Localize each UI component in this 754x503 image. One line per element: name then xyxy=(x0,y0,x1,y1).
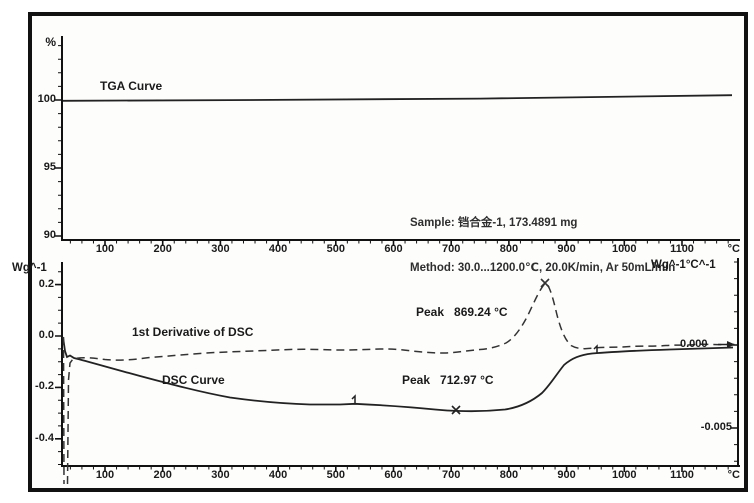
derivative-curve-line xyxy=(62,282,736,485)
top-y-tick-label: 90 xyxy=(43,229,56,241)
zero-arrow-head xyxy=(727,341,735,348)
bottom-x-tick-label: 900 xyxy=(557,469,576,481)
right-axis-zero-label: 0.000 xyxy=(680,338,708,350)
bottom-x-tick-label: 1000 xyxy=(612,469,637,481)
top-x-tick-label: 100 xyxy=(95,243,115,255)
top-x-tick-label: 1000 xyxy=(612,243,637,255)
derivative-curve-label: 1st Derivative of DSC xyxy=(132,325,254,339)
top-x-tick-label: 300 xyxy=(211,243,230,255)
peak-dsc-annotation: Peak 712.97 °C xyxy=(402,373,494,387)
bottom-x-axis-unit: °C xyxy=(727,469,740,481)
sample-method-block: Sample: 铛合金-1, 173.4891 mg Method: 30.0.… xyxy=(410,186,675,306)
sample-line: Sample: 铛合金-1, 173.4891 mg xyxy=(410,217,578,229)
method-line: Method: 30.0...1200.0℃, 20.0K/min, Ar 50… xyxy=(410,262,676,274)
bottom-right-axis-unit: Wg^-1°C^-1 xyxy=(651,259,716,271)
bottom-x-tick-label: 100 xyxy=(95,469,115,481)
figure-border xyxy=(28,12,748,492)
top-x-tick-label: 900 xyxy=(557,243,576,255)
bottom-right-tick-label: -0.005 xyxy=(700,421,732,433)
top-x-tick-label: 600 xyxy=(384,243,403,255)
bottom-x-tick-label: 300 xyxy=(211,469,230,481)
bottom-x-tick-label: 700 xyxy=(442,469,461,481)
bottom-left-tick-label: 0.0 xyxy=(38,329,54,341)
minor-ticks xyxy=(58,45,738,470)
top-x-tick-label: 200 xyxy=(153,243,172,255)
top-x-axis-unit: °C xyxy=(727,243,740,255)
bottom-left-tick-label: 0.2 xyxy=(38,277,54,290)
peak-marker-dsc xyxy=(451,405,461,415)
bottom-x-tick-label: 800 xyxy=(499,469,519,481)
bottom-x-tick-label: 1100 xyxy=(670,469,694,481)
bottom-left-tick-label: -0.2 xyxy=(35,380,54,393)
bottom-left-tick-label: -0.4 xyxy=(35,431,54,444)
tga-curve-line xyxy=(62,94,733,102)
peak-marker-derivative xyxy=(540,278,550,288)
top-x-tick-label: 700 xyxy=(442,243,461,255)
top-y-axis-unit: % xyxy=(45,35,56,49)
top-y-tick-label: 95 xyxy=(43,161,56,173)
top-x-tick-label: 800 xyxy=(499,243,519,255)
top-x-tick-label: 500 xyxy=(326,243,345,255)
bottom-x-tick-label: 600 xyxy=(384,469,403,481)
peak-derivative-annotation: Peak 869.24 °C xyxy=(416,305,508,319)
top-x-tick-label: 400 xyxy=(268,243,288,255)
bottom-x-tick-label: 200 xyxy=(153,469,172,481)
curve-arrow-markers xyxy=(351,344,598,403)
tga-curve-label: TGA Curve xyxy=(100,79,163,93)
top-x-tick-label: 1100 xyxy=(670,243,694,255)
bottom-left-axis-unit: Wg^-1 xyxy=(12,262,47,274)
bottom-x-tick-label: 500 xyxy=(326,469,345,481)
dsc-curve-label: DSC Curve xyxy=(162,373,225,387)
dsc-curve-line xyxy=(62,336,734,413)
bottom-x-tick-label: 400 xyxy=(268,469,288,481)
top-y-tick-label: 100 xyxy=(37,93,56,105)
